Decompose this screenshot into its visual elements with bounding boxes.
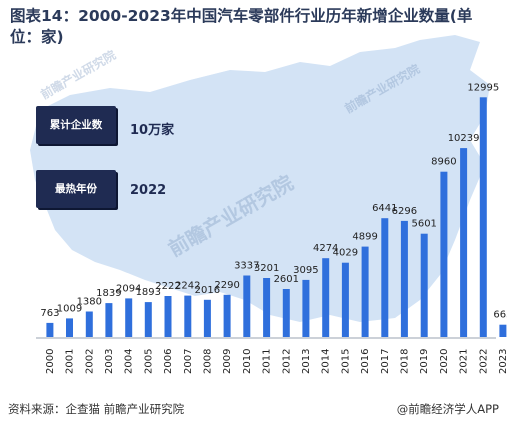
bar-2007 (184, 295, 192, 337)
x-tick-label-2023: 2023 (498, 349, 507, 374)
info-box-value: 10万家 (130, 123, 175, 138)
value-label-2000: 763 (40, 308, 59, 319)
value-label-2014: 4274 (313, 243, 338, 254)
value-label-2021: 10239 (448, 133, 480, 144)
bar-2018 (400, 220, 408, 337)
info-box-label: 累计企业数 (49, 119, 103, 131)
bar-2001 (66, 318, 73, 337)
bar-2019 (420, 233, 428, 337)
bar-2021 (460, 148, 468, 337)
x-tick-label-2005: 2005 (143, 349, 154, 374)
value-label-2016: 4899 (352, 232, 377, 243)
x-tick-label-2010: 2010 (242, 349, 253, 374)
x-tick-label-2001: 2001 (65, 349, 76, 374)
value-label-2007: 2242 (175, 281, 200, 292)
x-tick-label-2013: 2013 (301, 349, 312, 374)
value-label-2013: 3095 (293, 265, 318, 276)
x-tick-label-2004: 2004 (124, 349, 135, 374)
bar-2022 (479, 97, 487, 337)
bar-2010 (243, 275, 251, 337)
bar-2012 (282, 289, 290, 337)
chart-title: 图表14：2000-2023年中国汽车零部件行业历年新增企业数量(单位：家) (10, 7, 473, 46)
value-label-2010: 3337 (234, 261, 259, 272)
value-label-2023: 665 (493, 310, 507, 321)
value-label-2015: 4029 (333, 248, 358, 259)
x-tick-label-2000: 2000 (45, 349, 56, 374)
x-tick-label-2012: 2012 (281, 349, 292, 374)
x-tick-label-2021: 2021 (459, 349, 470, 374)
x-tick-label-2015: 2015 (340, 349, 351, 374)
info-box-total: 累计企业数 (36, 106, 116, 144)
value-label-2006: 2222 (155, 281, 180, 292)
x-tick-label-2009: 2009 (222, 349, 233, 374)
x-tick-label-2008: 2008 (202, 349, 213, 374)
bar-2017 (381, 218, 389, 337)
value-label-2017: 6441 (372, 203, 397, 214)
x-tick-label-2011: 2011 (262, 349, 273, 374)
value-label-2009: 2290 (214, 280, 239, 291)
info-box-hottest-year: 最热年份 (36, 170, 116, 208)
x-tick-label-2019: 2019 (419, 349, 430, 374)
x-tick-label-2003: 2003 (104, 349, 115, 374)
info-box-label: 最热年份 (55, 183, 97, 195)
bar-2011 (263, 278, 271, 337)
bar-2016 (361, 246, 369, 337)
value-label-2012: 2601 (274, 274, 299, 285)
value-label-2003: 1839 (96, 288, 121, 299)
bar-2020 (440, 171, 448, 337)
value-label-2018: 6296 (392, 206, 417, 217)
bar-2013 (302, 279, 310, 337)
value-label-2011: 3201 (254, 263, 279, 274)
value-label-2005: 1893 (136, 287, 161, 298)
bar-2003 (105, 303, 113, 337)
x-tick-label-2014: 2014 (321, 349, 332, 374)
china-map-background (30, 35, 490, 322)
x-tick-labels-layer: 2000 2001 2002 2003 2004 2005 2006 2007 2008 2009… (45, 349, 507, 374)
value-label-2022: 12995 (467, 82, 499, 93)
bar-2015 (341, 262, 349, 337)
x-tick-label-2018: 2018 (399, 349, 410, 374)
x-tick-label-2022: 2022 (478, 349, 489, 374)
brand-credit: @前瞻经济学人APP (396, 402, 499, 416)
bar-2005 (144, 302, 152, 337)
bar-2004 (125, 298, 133, 337)
x-tick-label-2002: 2002 (84, 349, 95, 374)
x-tick-label-2017: 2017 (380, 349, 391, 374)
bar-2000 (46, 322, 54, 337)
bar-2009 (223, 294, 231, 337)
bar-2008 (203, 299, 211, 337)
value-label-2019: 5601 (411, 219, 436, 230)
value-label-2002: 1380 (77, 297, 102, 308)
bar-2002 (85, 311, 93, 337)
value-label-2020: 8960 (431, 157, 456, 168)
x-tick-label-2016: 2016 (360, 349, 371, 374)
source-note: 资料来源：企查猫 前瞻产业研究院 (8, 402, 185, 416)
value-label-2001: 1009 (57, 303, 82, 314)
x-tick-label-2007: 2007 (183, 349, 194, 374)
bar-2006 (164, 296, 172, 337)
bars-layer (46, 97, 507, 337)
info-box-value: 2022 (130, 183, 167, 198)
value-label-2008: 2016 (195, 285, 220, 296)
value-label-2004: 2094 (116, 283, 141, 294)
x-tick-label-2020: 2020 (439, 349, 450, 374)
x-tick-label-2006: 2006 (163, 349, 174, 374)
bar-2014 (322, 258, 330, 337)
bar-2023 (499, 324, 507, 337)
